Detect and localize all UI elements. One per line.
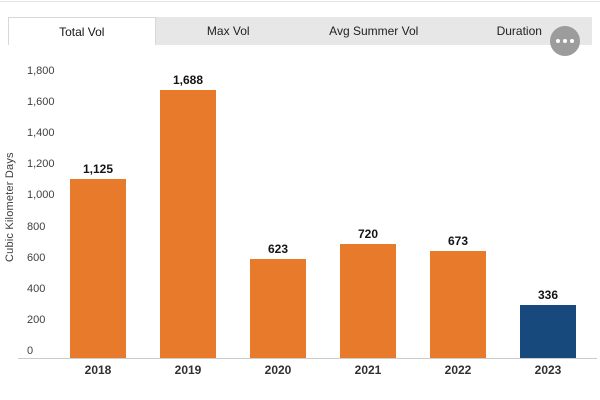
- bar-value-label: 720: [357, 227, 379, 241]
- bar-2018[interactable]: [70, 179, 126, 358]
- tab-avg-summer-vol[interactable]: Avg Summer Vol: [329, 24, 419, 38]
- y-tick-label: 200: [27, 313, 46, 326]
- bar-value-label: 673: [447, 234, 469, 248]
- y-tick-label: 600: [27, 251, 46, 264]
- x-axis-line: [18, 358, 597, 359]
- tab-max-vol[interactable]: Max Vol: [206, 24, 250, 38]
- y-tick-label: 1,600: [27, 96, 55, 109]
- y-tick-label: 400: [27, 282, 46, 295]
- x-category-label: 2018: [84, 363, 112, 377]
- bar-2019[interactable]: [160, 90, 216, 358]
- y-tick-label: 800: [27, 220, 46, 233]
- bar-2020[interactable]: [250, 259, 306, 358]
- tab-total-vol[interactable]: Total Vol: [8, 17, 156, 45]
- y-axis-title: Cubic Kilometer Days: [4, 152, 16, 262]
- x-category-label: 2021: [354, 363, 382, 377]
- bar-value-label: 623: [267, 242, 289, 256]
- x-category-label: 2019: [174, 363, 202, 377]
- bar-value-label: 336: [537, 288, 559, 302]
- bar-value-label: 1,125: [82, 162, 114, 176]
- tab-duration[interactable]: Duration: [496, 24, 542, 38]
- x-category-label: 2023: [534, 363, 562, 377]
- y-tick-label: 1,800: [27, 65, 55, 77]
- ellipsis-icon: [570, 39, 574, 43]
- more-options-button[interactable]: [550, 26, 580, 56]
- bar-2022[interactable]: [430, 251, 486, 358]
- x-category-label: 2020: [264, 363, 292, 377]
- ellipsis-icon: [563, 39, 567, 43]
- ellipsis-icon: [556, 39, 560, 43]
- x-category-label: 2022: [444, 363, 472, 377]
- bar-2021[interactable]: [340, 244, 396, 358]
- bar-2023[interactable]: [520, 305, 576, 358]
- window-top-divider: [0, 1, 600, 2]
- y-tick-label: 1,000: [27, 189, 55, 202]
- y-tick-label: 1,200: [27, 158, 55, 171]
- chart-tab-bar: Total Vol Max Vol Avg Summer Vol Duratio…: [8, 17, 592, 45]
- bar-value-label: 1,688: [172, 73, 204, 87]
- y-tick-label: 1,400: [27, 127, 55, 140]
- y-tick-label: 0: [27, 345, 34, 357]
